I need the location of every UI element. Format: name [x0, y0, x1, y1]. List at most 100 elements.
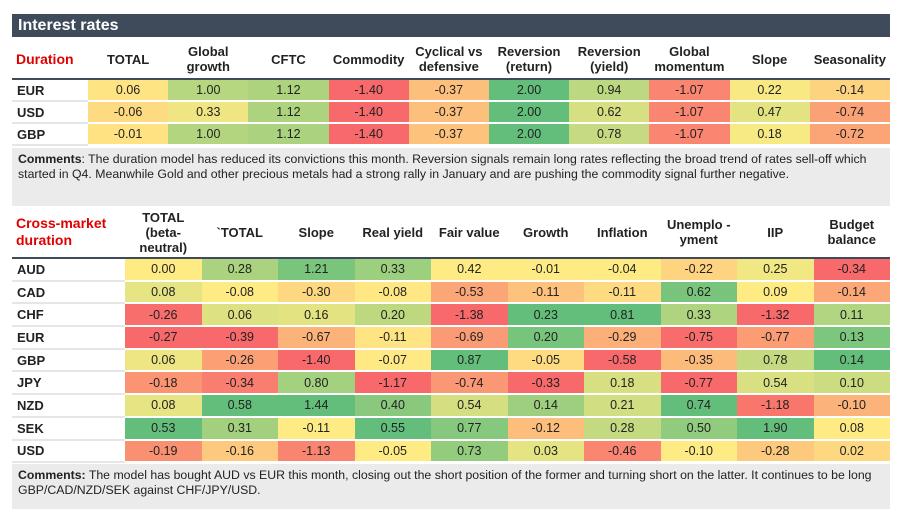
heatmap-cell: -1.40 [328, 79, 409, 102]
heatmap-cell: 0.03 [507, 439, 584, 464]
heatmap-cell: 0.21 [584, 394, 661, 418]
heatmap-cell: 2.00 [488, 101, 570, 124]
column-header: Slope [298, 224, 334, 240]
heatmap-cell: 0.31 [201, 416, 278, 441]
heatmap-cell: -0.74 [431, 371, 508, 396]
heatmap-cell: -0.11 [278, 416, 355, 441]
heatmap-cell: 0.23 [507, 303, 584, 328]
heatmap-cell: 0.54 [737, 371, 814, 396]
heatmap-cell: 0.10 [813, 371, 890, 396]
heatmap-cell: -1.40 [278, 348, 355, 373]
comments-text: The model has bought AUD vs EUR this mon… [18, 468, 872, 497]
duration-comments: Comments: The duration model has reduced… [12, 148, 890, 206]
heatmap-cell: -0.27 [125, 326, 202, 350]
table-row: GBP -0.01 1.00 1.12 -1.40 -0.37 2.00 0.78 -1.07 0… [12, 123, 890, 146]
table-row: CHF -0.26 0.06 0.16 0.20 -1.38 0.23 0.81 0.33 -1.… [12, 303, 890, 328]
heatmap-cell: 0.78 [737, 348, 814, 373]
heatmap-cell: 0.20 [354, 303, 431, 328]
heatmap-cell: -1.38 [431, 303, 508, 328]
heatmap-cell: -0.77 [660, 371, 737, 396]
heatmap-cell: 0.28 [201, 258, 278, 282]
heatmap-cell: 0.09 [737, 280, 814, 305]
heatmap-cell: 0.74 [660, 394, 737, 418]
column-header: Seasonality [813, 51, 886, 67]
heatmap-cell: 0.11 [813, 303, 890, 328]
heatmap-cell: 0.81 [584, 303, 661, 328]
heatmap-cell: -0.01 [88, 123, 169, 146]
row-label: AUD [12, 258, 125, 282]
heatmap-cell: -1.18 [737, 394, 814, 418]
heatmap-cell: 0.33 [168, 101, 249, 124]
heatmap-cell: 1.90 [737, 416, 814, 441]
heatmap-cell: -0.19 [125, 439, 202, 464]
heatmap-cell: -0.46 [584, 439, 661, 464]
heatmap-cell: -0.69 [431, 326, 508, 350]
heatmap-cell: 0.73 [431, 439, 508, 464]
heatmap-cell: -0.30 [278, 280, 355, 305]
heatmap-cell: 0.08 [813, 416, 890, 441]
heatmap-cell: -0.06 [88, 101, 169, 124]
row-label: CHF [12, 303, 125, 328]
duration-label: Duration [16, 50, 74, 67]
heatmap-cell: -0.72 [809, 123, 890, 146]
table-row: AUD 0.00 0.28 1.21 0.33 0.42 -0.01 -0.04 -0.22 0.… [12, 258, 890, 282]
column-header: Global momentum [654, 44, 725, 74]
heatmap-cell: 0.80 [278, 371, 355, 396]
column-header: Unemplo -yment [666, 217, 731, 247]
heatmap-cell: 0.14 [507, 394, 584, 418]
row-label: USD [12, 439, 125, 464]
heatmap-cell: 0.06 [88, 79, 169, 102]
table-row: SEK 0.53 0.31 -0.11 0.55 0.77 -0.12 0.28 0.50 1.9… [12, 416, 890, 441]
column-header: TOTAL [107, 51, 150, 67]
heatmap-cell: -0.11 [507, 280, 584, 305]
heatmap-cell: -0.07 [354, 348, 431, 373]
column-header: Reversion (yield) [577, 44, 641, 74]
row-label: JPY [12, 371, 125, 396]
heatmap-cell: 0.58 [201, 394, 278, 418]
column-header: Fair value [438, 224, 500, 240]
heatmap-cell: -1.07 [649, 123, 730, 146]
heatmap-cell: 2.00 [488, 123, 570, 146]
heatmap-cell: 0.40 [354, 394, 431, 418]
heatmap-cell: 0.13 [813, 326, 890, 350]
heatmap-cell: 0.18 [729, 123, 810, 146]
row-label: NZD [12, 394, 125, 418]
column-header: Budget balance [827, 217, 876, 247]
heatmap-cell: -0.26 [125, 303, 202, 328]
heatmap-cell: 1.44 [278, 394, 355, 418]
heatmap-cell: 1.12 [248, 101, 329, 124]
table-row: USD -0.06 0.33 1.12 -1.40 -0.37 2.00 0.62 -1.07 0… [12, 101, 890, 124]
heatmap-cell: 0.87 [431, 348, 508, 373]
comments-text: : The duration model has reduced its con… [18, 152, 867, 181]
heatmap-cell: 1.12 [248, 79, 329, 102]
column-header: Commodity [332, 51, 405, 67]
heatmap-cell: -1.07 [649, 101, 730, 124]
column-header: Cyclical vs defensive [415, 44, 483, 74]
table-row: JPY -0.18 -0.34 0.80 -1.17 -0.74 -0.33 0.18 -0.7… [12, 371, 890, 396]
heatmap-cell: 0.62 [569, 101, 650, 124]
heatmap-cell: -1.17 [354, 371, 431, 396]
heatmap-cell: -0.67 [278, 326, 355, 350]
column-header: Inflation [596, 224, 648, 240]
heatmap-cell: -0.28 [737, 439, 814, 464]
heatmap-cell: -0.05 [507, 348, 584, 373]
heatmap-cell: 0.14 [813, 348, 890, 373]
heatmap-cell: 0.02 [813, 439, 890, 464]
table-row: USD -0.19 -0.16 -1.13 -0.05 0.73 0.03 -0.46 -0.1… [12, 439, 890, 464]
heatmap-cell: 0.22 [729, 79, 810, 102]
heatmap-cell: 1.12 [248, 123, 329, 146]
comments-label: Comments [18, 152, 82, 166]
heatmap-cell: 0.20 [507, 326, 584, 350]
heatmap-cell: -0.11 [584, 280, 661, 305]
column-header: Growth [523, 224, 569, 240]
cross-market-label: Cross-market duration [16, 215, 107, 248]
table-row: CAD 0.08 -0.08 -0.30 -0.08 -0.53 -0.11 -0.11 0.6… [12, 280, 890, 305]
heatmap-cell: -0.10 [660, 439, 737, 464]
heatmap-cell: -0.33 [507, 371, 584, 396]
column-header: CFTC [271, 51, 306, 67]
heatmap-cell: -1.40 [328, 101, 409, 124]
comments-label: Comments: [18, 468, 86, 482]
column-header: Global growth [186, 44, 230, 74]
heatmap-cell: -0.26 [201, 348, 278, 373]
heatmap-cell: -1.13 [278, 439, 355, 464]
